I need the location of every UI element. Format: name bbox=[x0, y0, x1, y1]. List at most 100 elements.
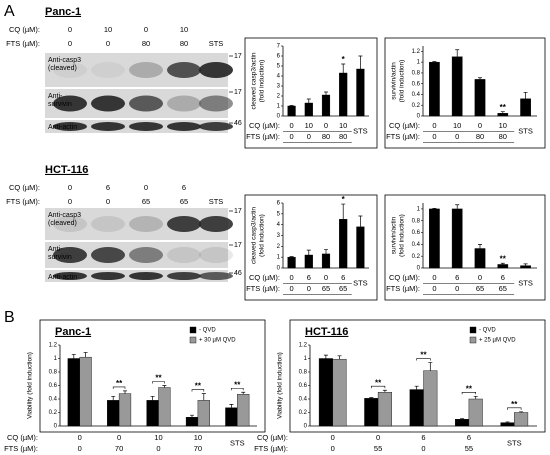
bar bbox=[79, 356, 92, 427]
y-tick-label: 1.2 bbox=[299, 343, 308, 349]
blot-band bbox=[167, 247, 201, 263]
bar bbox=[356, 68, 365, 117]
significance-bracket bbox=[507, 407, 522, 410]
error-bar bbox=[432, 61, 437, 63]
error-bar bbox=[189, 414, 194, 418]
significance-label: ** bbox=[195, 382, 202, 391]
error-bar bbox=[201, 393, 206, 401]
error-bar bbox=[162, 385, 167, 388]
panel-label: B bbox=[4, 309, 15, 326]
error-bar bbox=[500, 111, 505, 114]
band-label: Anti-actin bbox=[48, 274, 77, 281]
blot-band bbox=[167, 62, 201, 78]
chart-frame bbox=[244, 194, 378, 301]
row-value: 0 bbox=[156, 444, 160, 453]
y-tick-label: 0 bbox=[277, 114, 281, 120]
error-bar bbox=[432, 207, 437, 209]
row-value: 6 bbox=[307, 273, 311, 282]
y-tick-label: 0.2 bbox=[49, 410, 58, 416]
row-value: 55 bbox=[465, 444, 473, 453]
bar bbox=[225, 407, 238, 427]
significance-label: ** bbox=[116, 379, 123, 388]
blot-band bbox=[91, 272, 125, 280]
y-axis-label: (fold induction) bbox=[259, 60, 266, 103]
row-value: 80 bbox=[322, 132, 330, 141]
bar bbox=[197, 400, 210, 427]
blot-band bbox=[53, 247, 87, 263]
significance-label: ** bbox=[234, 380, 241, 389]
band-label: Anti-casp3 bbox=[48, 212, 81, 219]
y-tick-label: 0.6 bbox=[49, 383, 58, 389]
bar bbox=[304, 254, 313, 269]
significance-label: ** bbox=[155, 374, 162, 383]
panel-label: A bbox=[4, 3, 15, 20]
chart-title: HCT-116 bbox=[305, 326, 348, 338]
y-tick-label: 0 bbox=[277, 266, 281, 272]
bar bbox=[107, 400, 120, 427]
blot-band bbox=[53, 272, 87, 280]
y-tick-label: 2 bbox=[277, 94, 281, 100]
y-tick-label: 1 bbox=[277, 255, 281, 261]
chart-frame bbox=[39, 319, 266, 433]
error-bar bbox=[324, 91, 328, 95]
legend-label: - QVD bbox=[479, 328, 496, 334]
y-axis-label: Viability (fold induction) bbox=[277, 352, 284, 419]
row-value: 70 bbox=[115, 444, 123, 453]
band-label: Anti- bbox=[48, 93, 63, 100]
blot-band bbox=[129, 272, 163, 280]
bar bbox=[287, 256, 296, 269]
band-label: survivin bbox=[48, 101, 72, 108]
lane-value: 80 bbox=[180, 39, 188, 48]
row-value: 10 bbox=[194, 433, 202, 442]
row-label: FTS (µM): bbox=[6, 39, 40, 48]
row-value: 80 bbox=[499, 132, 507, 141]
row-value: 80 bbox=[476, 132, 484, 141]
row-value: 80 bbox=[339, 132, 347, 141]
blot-band bbox=[129, 95, 163, 112]
bar bbox=[118, 393, 132, 427]
significance-label: * bbox=[342, 55, 346, 64]
row-label: CQ (µM): bbox=[389, 121, 420, 130]
x-tick-label: STS bbox=[353, 278, 368, 287]
bar bbox=[146, 400, 159, 427]
band-label: Anti- bbox=[48, 246, 63, 253]
y-axis-label: cleaved casp3/actin bbox=[251, 207, 258, 264]
y-tick-label: 7 bbox=[277, 44, 281, 50]
bar bbox=[67, 358, 80, 427]
row-value: 0 bbox=[290, 273, 294, 282]
lane-value: 10 bbox=[104, 25, 112, 34]
row-value: 6 bbox=[501, 273, 505, 282]
row-value: 0 bbox=[455, 284, 459, 293]
bar bbox=[318, 358, 333, 427]
y-axis-label: survivin/actin bbox=[391, 216, 398, 254]
bar bbox=[497, 264, 509, 269]
blot-band bbox=[167, 95, 201, 112]
significance-label: ** bbox=[420, 351, 427, 360]
legend-label: + 25 µM QVD bbox=[479, 338, 516, 344]
row-value: 0 bbox=[432, 273, 436, 282]
row-label: FTS (µM): bbox=[386, 132, 420, 141]
lane-value: 0 bbox=[68, 25, 72, 34]
bar bbox=[520, 98, 531, 117]
bar bbox=[429, 61, 440, 117]
error-bar bbox=[500, 262, 505, 265]
bar bbox=[339, 72, 348, 117]
error-bar bbox=[358, 215, 363, 227]
error-bar bbox=[358, 55, 363, 69]
significance-label: ** bbox=[466, 384, 473, 393]
row-label: CQ (µM): bbox=[249, 273, 280, 282]
band-label: (cleaved) bbox=[48, 65, 77, 72]
x-tick-label: STS bbox=[353, 126, 368, 135]
significance-label: ** bbox=[511, 400, 518, 409]
row-value: 10 bbox=[154, 433, 162, 442]
error-bar bbox=[71, 354, 76, 359]
row-value: 0 bbox=[307, 284, 311, 293]
significance-bracket bbox=[416, 358, 431, 361]
blot-band bbox=[53, 95, 87, 112]
bar bbox=[237, 394, 250, 427]
chart-frame bbox=[289, 319, 546, 433]
row-value: 0 bbox=[290, 132, 294, 141]
chart-frame bbox=[384, 37, 546, 149]
row-value: 0 bbox=[290, 121, 294, 130]
row-value: 70 bbox=[194, 444, 202, 453]
